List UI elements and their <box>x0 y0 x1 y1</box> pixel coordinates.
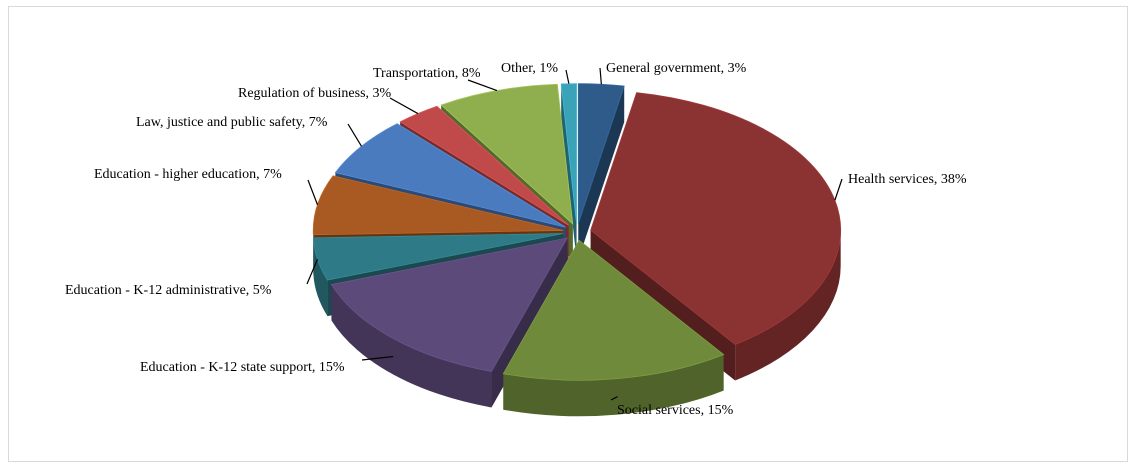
slice-label: Education - K-12 administrative, 5% <box>65 283 272 298</box>
pie-slice-health-services <box>590 92 842 345</box>
slice-rim <box>503 354 724 417</box>
pie-slice-education-higher-education <box>312 175 564 236</box>
leader-line <box>599 67 602 85</box>
slice-label: Education - K-12 state support, 15% <box>140 360 345 375</box>
slice-label: Law, justice and public safety, 7% <box>136 115 328 130</box>
slice-rim <box>331 284 492 408</box>
pie-slice-education-k-12-administrative <box>312 233 564 281</box>
slice-labels: General government, 3% Health services, 3… <box>65 61 967 418</box>
slice-label: Transportation, 8% <box>373 66 481 81</box>
slice-label: Regulation of business, 3% <box>238 86 392 101</box>
slice-wall <box>578 86 625 260</box>
pie-tops <box>312 83 842 381</box>
pie-slice-transportation <box>440 83 574 225</box>
slice-label: Health services, 38% <box>848 172 967 187</box>
leader-line <box>467 79 498 92</box>
slice-label: Education - higher education, 7% <box>94 167 282 182</box>
slice-label: Other, 1% <box>501 61 558 76</box>
pie-slice-law-justice-and-public-safety <box>334 123 566 228</box>
leader-line <box>610 396 618 401</box>
pie-slice-other <box>560 83 577 224</box>
leader-line <box>361 355 394 361</box>
pie-slice-education-k-12-state-support <box>330 237 569 372</box>
leader-line <box>565 69 570 84</box>
leader-line <box>347 123 363 147</box>
slice-label: Social services, 15% <box>617 403 734 418</box>
slice-rim <box>735 230 841 381</box>
pie-slice-social-services <box>502 239 725 381</box>
slice-label: General government, 3% <box>606 61 747 76</box>
leader-line <box>834 178 843 201</box>
leader-line <box>307 179 319 205</box>
leader-line <box>306 259 319 285</box>
slice-wall <box>561 83 577 260</box>
leader-line <box>389 97 419 115</box>
